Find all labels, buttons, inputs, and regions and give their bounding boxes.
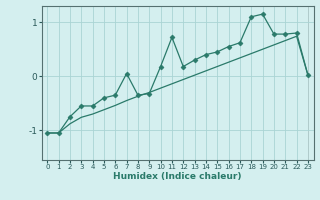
- X-axis label: Humidex (Indice chaleur): Humidex (Indice chaleur): [113, 172, 242, 181]
